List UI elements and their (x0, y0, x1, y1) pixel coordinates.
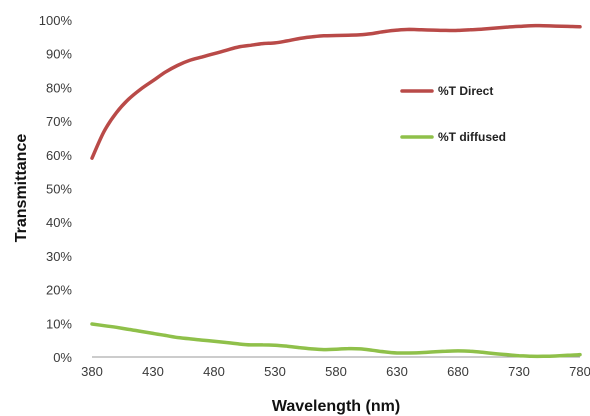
legend: %T Direct %T diffused (400, 84, 506, 144)
series-lines (90, 23, 582, 359)
x-tick-label: 630 (386, 364, 408, 379)
series-line-diffused (90, 322, 582, 359)
legend-label: %T Direct (438, 84, 493, 98)
y-tick-label: 80% (46, 80, 72, 95)
legend-label: %T diffused (438, 130, 506, 144)
y-tick-label: 90% (46, 47, 72, 62)
y-axis-tick-labels: 0% 10% 20% 30% 40% 50% 60% 70% 80% 90% 100% (39, 13, 73, 365)
x-tick-label: 580 (325, 364, 347, 379)
y-tick-label: 0% (53, 350, 72, 365)
x-axis-tick-labels: 380 430 480 530 580 630 680 730 780 (81, 364, 590, 379)
x-tick-label: 430 (142, 364, 164, 379)
y-tick-label: 10% (46, 316, 72, 331)
y-tick-label: 30% (46, 249, 72, 264)
x-axis-title: Wavelength (nm) (272, 398, 400, 415)
series-line-direct (90, 23, 582, 160)
y-tick-label: 20% (46, 283, 72, 298)
y-tick-label: 50% (46, 182, 72, 197)
y-axis-title: Transmittance (13, 134, 30, 243)
x-tick-label: 380 (81, 364, 103, 379)
x-tick-label: 730 (508, 364, 530, 379)
x-tick-label: 680 (447, 364, 469, 379)
x-tick-label: 480 (203, 364, 225, 379)
y-tick-label: 60% (46, 148, 72, 163)
y-tick-label: 70% (46, 114, 72, 129)
x-tick-label: 780 (569, 364, 590, 379)
x-tick-label: 530 (264, 364, 286, 379)
y-tick-label: 40% (46, 215, 72, 230)
y-tick-label: 100% (39, 13, 73, 28)
